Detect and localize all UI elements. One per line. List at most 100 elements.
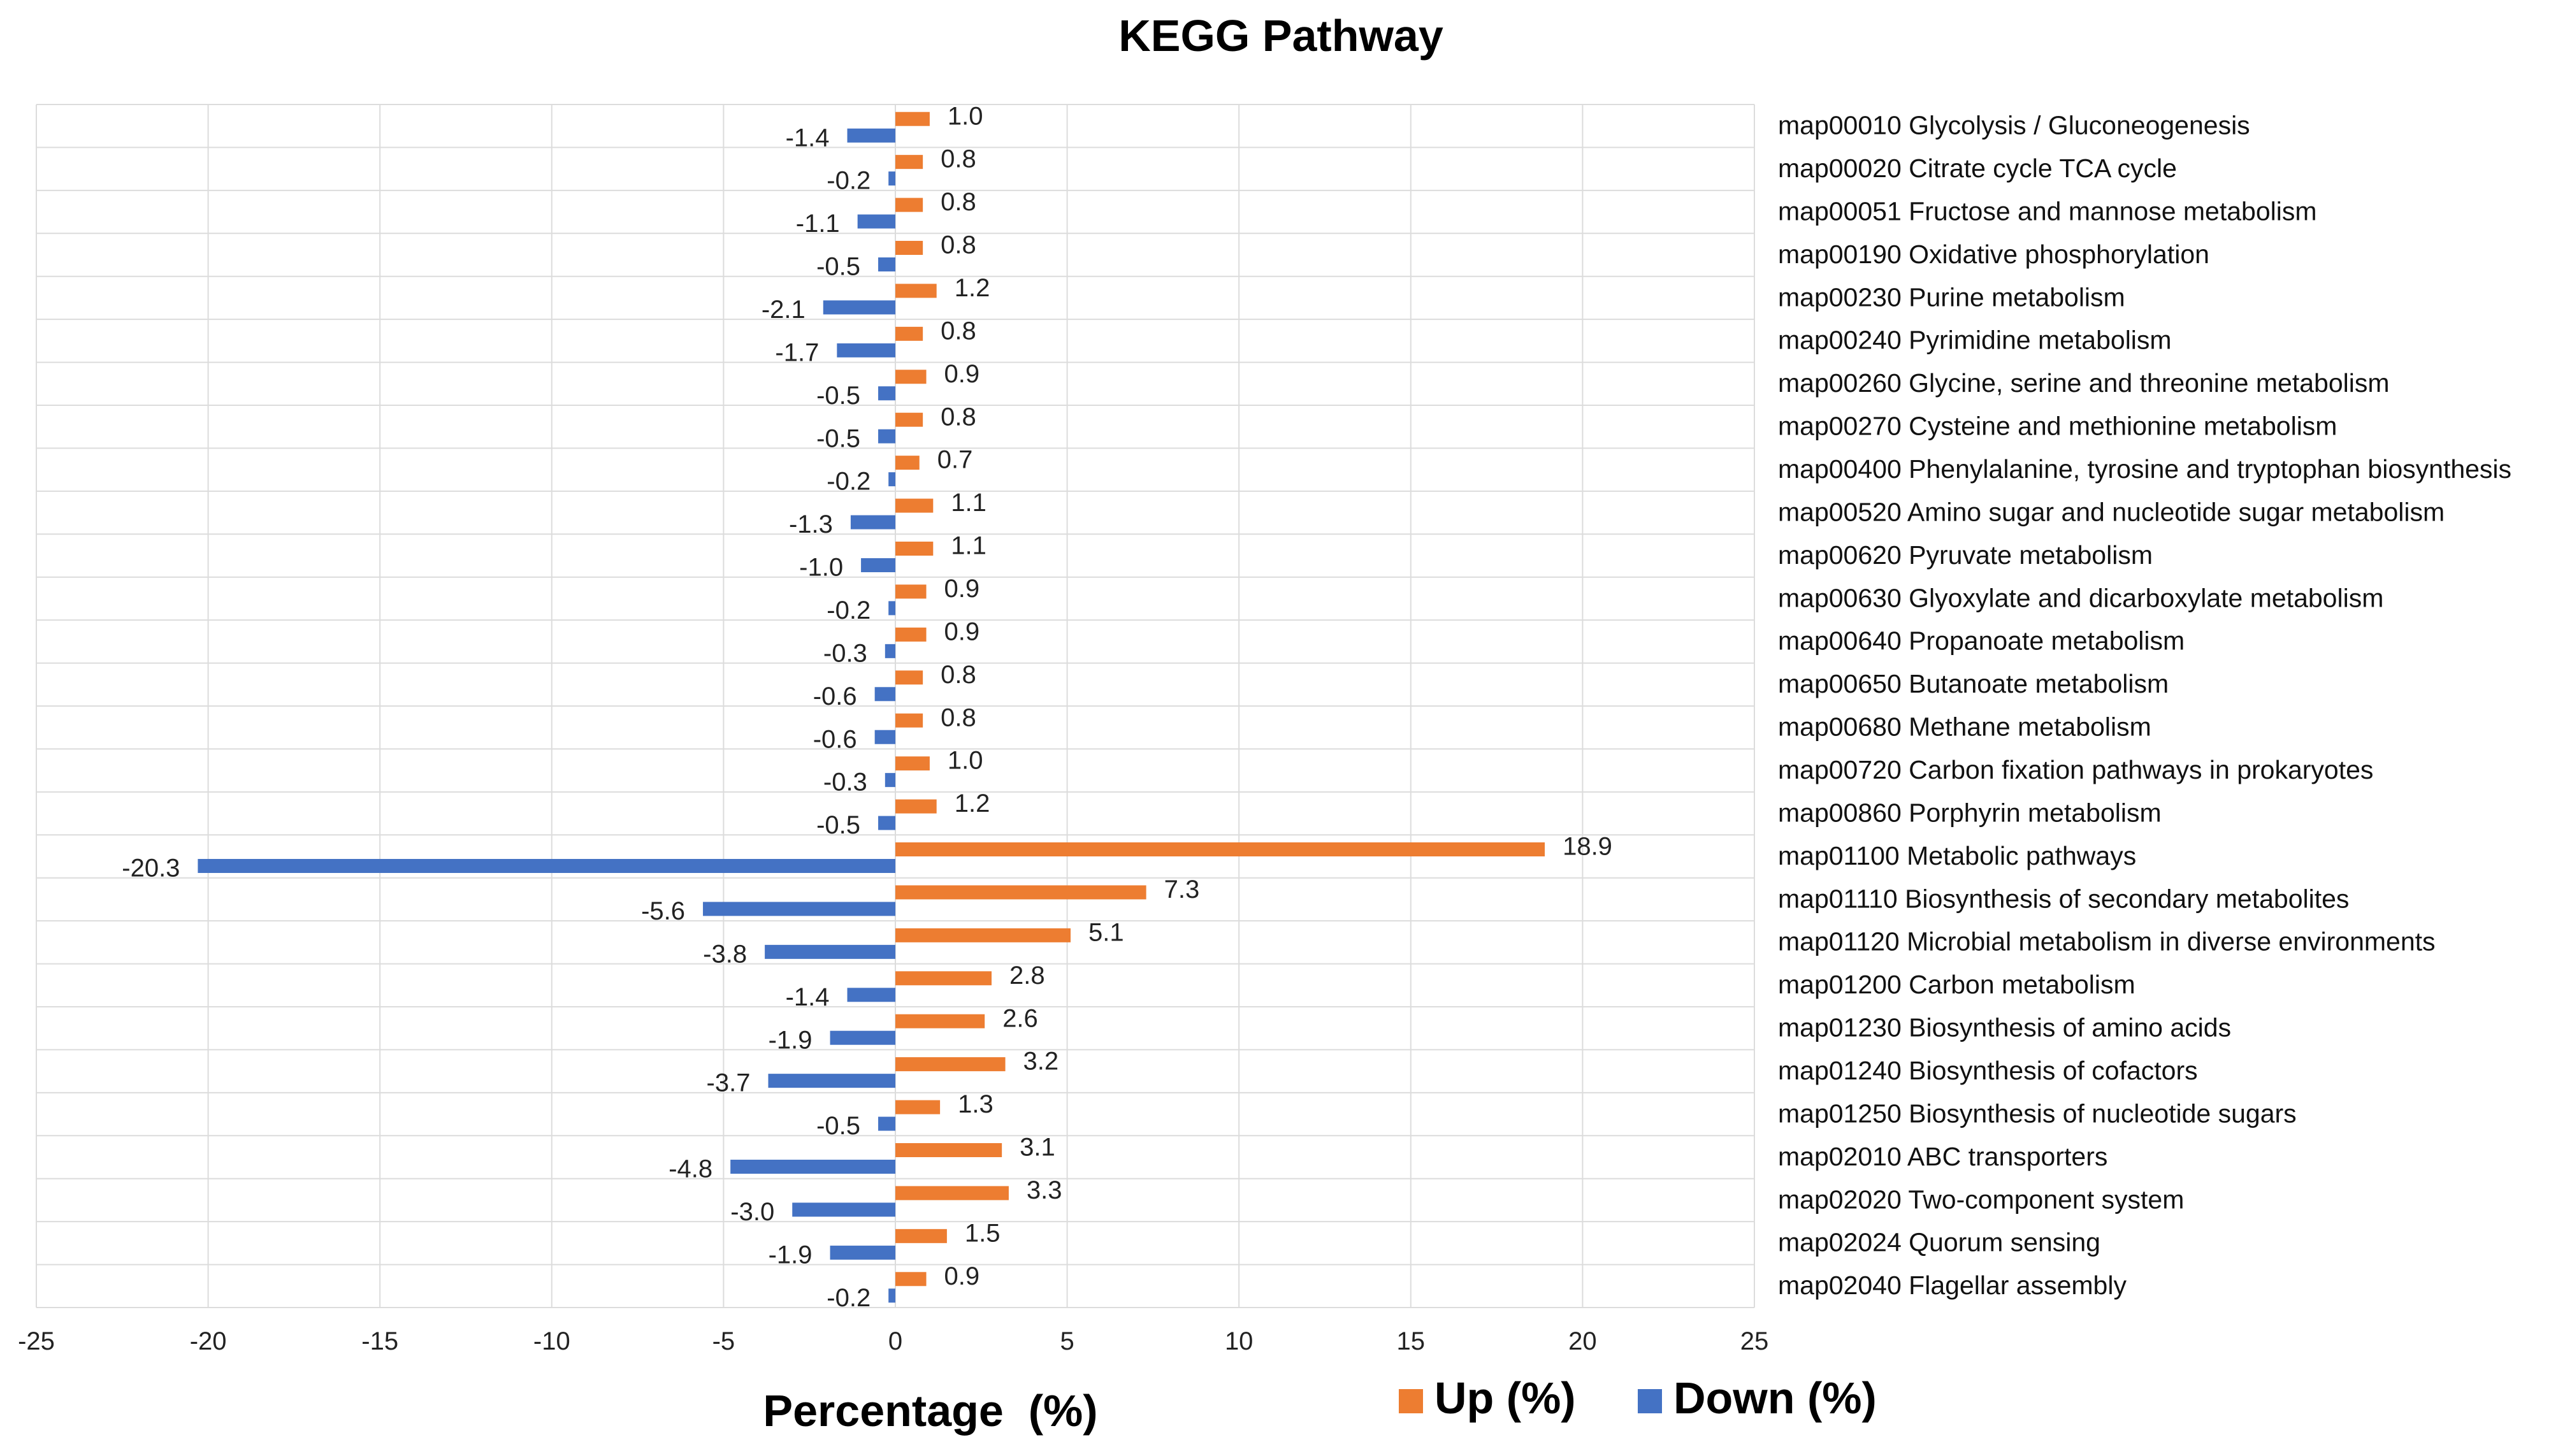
bar-down	[198, 859, 895, 873]
bar-down	[888, 171, 895, 186]
category-label: map00640 Propanoate metabolism	[1778, 626, 2185, 656]
value-label-down: -0.5	[816, 1112, 860, 1140]
value-label-up: 0.9	[944, 1262, 980, 1290]
value-label-down: -0.5	[816, 382, 860, 410]
bar-up	[895, 542, 934, 556]
bar-up	[895, 756, 930, 771]
bar-up	[895, 241, 923, 255]
bar-up	[895, 670, 923, 685]
bar-up	[895, 370, 927, 384]
value-label-up: 2.6	[1002, 1004, 1038, 1032]
x-tick-label: 15	[1397, 1327, 1426, 1355]
bar-up	[895, 584, 927, 599]
bar-down	[878, 1116, 895, 1131]
bar-down	[703, 902, 895, 916]
category-label: map00400 Phenylalanine, tyrosine and try…	[1778, 454, 2511, 484]
bar-down	[847, 128, 895, 143]
bar-down	[837, 343, 895, 357]
category-label: map00860 Porphyrin metabolism	[1778, 798, 2162, 827]
bar-down	[792, 1202, 895, 1217]
value-label-down: -0.2	[827, 596, 871, 624]
value-label-down: -0.5	[816, 811, 860, 839]
bar-up	[895, 112, 930, 126]
value-label-up: 7.3	[1164, 876, 1200, 904]
chart-title: KEGG Pathway	[1118, 11, 1443, 61]
bar-down	[861, 558, 895, 572]
bar-up	[895, 842, 1545, 856]
value-label-down: -1.7	[775, 338, 819, 366]
bar-up	[895, 1186, 1009, 1200]
value-label-down: -0.3	[823, 639, 867, 667]
category-label: map00680 Methane metabolism	[1778, 712, 2151, 742]
bar-down	[850, 515, 895, 530]
legend-label-down: Down (%)	[1673, 1373, 1877, 1423]
category-label: map01230 Biosynthesis of amino acids	[1778, 1013, 2231, 1042]
value-label-up: 0.8	[941, 188, 976, 216]
value-label-up: 1.2	[955, 789, 990, 818]
x-tick-label: -15	[361, 1327, 398, 1355]
bar-up	[895, 456, 920, 470]
bar-up	[895, 1014, 985, 1028]
category-label: map00190 Oxidative phosphorylation	[1778, 240, 2209, 269]
value-label-down: -0.3	[823, 768, 867, 796]
bar-up	[895, 412, 923, 427]
value-label-down: -3.0	[730, 1198, 774, 1226]
category-label: map02024 Quorum sensing	[1778, 1228, 2100, 1257]
category-label: map02040 Flagellar assembly	[1778, 1271, 2127, 1300]
bar-up	[895, 885, 1146, 900]
value-label-up: 0.8	[941, 317, 976, 345]
category-label: map01100 Metabolic pathways	[1778, 841, 2136, 870]
x-tick-label: 0	[888, 1327, 902, 1355]
bar-down	[888, 472, 895, 487]
bar-up	[895, 1272, 927, 1287]
value-label-up: 0.9	[944, 360, 980, 388]
x-axis-ticks: -25 -20 -15 -10 -5 0 5 10 15 20 25	[18, 1327, 1768, 1355]
value-label-down: -0.5	[816, 253, 860, 281]
value-label-down: -5.6	[641, 897, 685, 925]
value-label-down: -1.4	[786, 983, 830, 1011]
bar-down	[830, 1030, 895, 1045]
category-labels: map00010 Glycolysis / Gluconeogenesis map…	[1778, 111, 2511, 1301]
value-label-up: 2.8	[1009, 962, 1045, 990]
bar-up	[895, 155, 923, 169]
x-tick-label: -5	[712, 1327, 735, 1355]
category-label: map01110 Biosynthesis of secondary metab…	[1778, 884, 2349, 913]
bar-down	[888, 1288, 895, 1303]
value-label-up: 0.8	[941, 145, 976, 173]
value-label-down: -0.2	[827, 1284, 871, 1312]
category-label: map01120 Microbial metabolism in diverse…	[1778, 927, 2436, 956]
x-tick-label: 20	[1568, 1327, 1597, 1355]
value-label-up: 1.5	[965, 1219, 1001, 1247]
bar-down	[878, 816, 895, 830]
bar-down	[878, 386, 895, 401]
x-tick-label: -20	[190, 1327, 227, 1355]
x-tick-label: 25	[1740, 1327, 1769, 1355]
value-label-up: 1.1	[951, 489, 986, 517]
x-axis-title: Percentage (%)	[763, 1386, 1097, 1436]
category-label: map00520 Amino sugar and nucleotide suga…	[1778, 497, 2445, 526]
value-label-down: -1.4	[786, 124, 830, 152]
value-label-up: 0.8	[941, 661, 976, 689]
value-label-up: 3.3	[1027, 1176, 1062, 1204]
bar-down	[878, 429, 895, 443]
category-label: map01200 Carbon metabolism	[1778, 970, 2135, 999]
category-label: map00260 Glycine, serine and threonine m…	[1778, 368, 2390, 398]
value-label-up: 0.8	[941, 403, 976, 431]
value-label-up: 1.0	[948, 102, 983, 130]
value-label-up: 5.1	[1088, 918, 1124, 946]
value-label-down: -0.2	[827, 167, 871, 195]
bar-up	[895, 928, 1071, 942]
value-label-down: -0.6	[813, 725, 857, 753]
category-label: map00010 Glycolysis / Gluconeogenesis	[1778, 111, 2250, 140]
category-label: map02010 ABC transporters	[1778, 1142, 2107, 1171]
bar-down	[878, 257, 895, 271]
bar-up	[895, 713, 923, 728]
category-label: map00240 Pyrimidine metabolism	[1778, 326, 2172, 355]
value-label-down: -0.6	[813, 682, 857, 710]
bar-down	[885, 773, 895, 788]
category-label: map00720 Carbon fixation pathways in pro…	[1778, 755, 2373, 784]
bar-down	[765, 944, 895, 959]
value-label-up: 0.8	[941, 703, 976, 732]
value-label-down: -20.3	[122, 854, 180, 883]
